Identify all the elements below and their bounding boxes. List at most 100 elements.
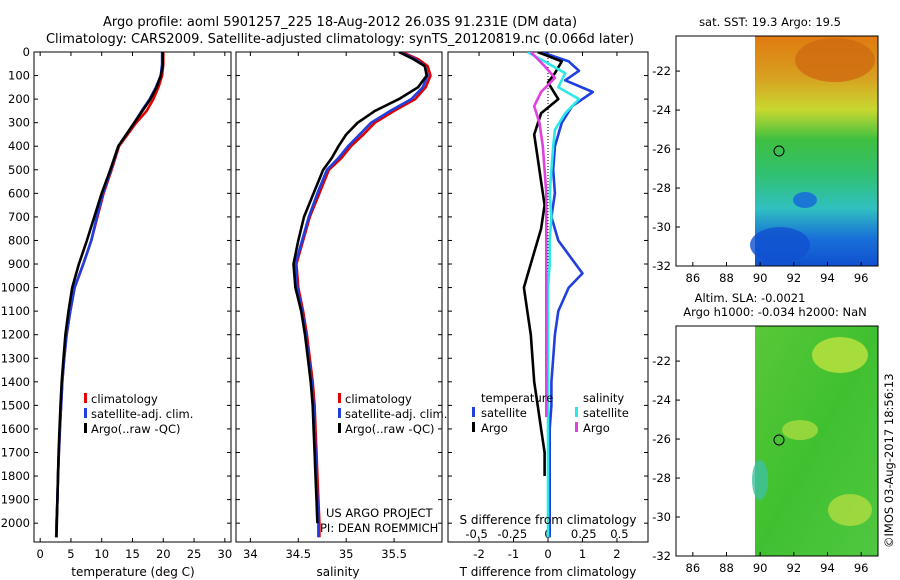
y-tick-label: 1000 [1, 281, 30, 295]
salinity-panel-frame [235, 51, 443, 543]
difference-panel: -2 -1 0 1 2-0.5 -0.25 0 0.25 0.5 [448, 51, 648, 561]
series-line-argo-raw-qc- [55, 52, 164, 538]
map-y-tick-label: -32 [652, 259, 671, 273]
y-tick-label: 800 [8, 233, 30, 247]
legend-swatch-satellite-adj [84, 408, 87, 418]
figure-title-line1: Argo profile: aoml 5901257_225 18-Aug-20… [103, 15, 577, 30]
y-tick-label: 500 [8, 163, 30, 177]
sst-map-frame [675, 35, 879, 267]
y-tick-label: 700 [8, 210, 30, 224]
sla-map-title-line1: Altim. SLA: -0.0021 [695, 291, 806, 305]
x-tick-label: 20 [156, 547, 171, 561]
copyright-stamp: ©IMOS 03-Aug-2017 18:56:13 [882, 373, 896, 548]
legend-label-temp-satellite: satellite [481, 406, 527, 420]
project-annotation-line2: PI: DEAN ROEMMICH [320, 521, 438, 535]
map-x-tick-label: 90 [753, 271, 768, 285]
x-tick-label: 34 [243, 547, 258, 561]
series-group [522, 52, 595, 538]
legend-label-temp-argo: Argo [481, 421, 508, 435]
map-y-tick-label: -26 [652, 142, 671, 156]
sst-map-argo-marker [773, 145, 785, 157]
x-tick-label: 35 [339, 547, 354, 561]
sst-map-cold-blob [750, 227, 810, 263]
legend-label-argo: Argo(..raw -QC) [345, 422, 435, 436]
x-tick-label: 5 [67, 547, 74, 561]
x-tick-label: 30 [218, 547, 233, 561]
top-x-tick-label: 0.25 [571, 527, 597, 541]
legend-label-satellite-adj: satellite-adj. clim. [91, 407, 193, 421]
sla-map-frame [675, 325, 879, 557]
top-x-tick-label: 0.5 [610, 527, 628, 541]
y-tick-label: 300 [8, 116, 30, 130]
y-tick-label: 1700 [1, 445, 30, 459]
project-annotation-line1: US ARGO PROJECT [326, 506, 434, 520]
series-line-temperature-argo [522, 52, 564, 476]
map-x-tick-label: 88 [719, 271, 734, 285]
x-tick-label: 15 [125, 547, 140, 561]
difference-legend: temperature satellite Argo salinity sate… [472, 391, 629, 435]
map-y-tick-label: -26 [652, 432, 671, 446]
map-y-tick-label: -22 [652, 354, 671, 368]
legend-swatch-sal-satellite [575, 407, 578, 417]
map-y-tick-label: -30 [652, 510, 671, 524]
sla-map-axes: 86 88 90 92 94 96 -22 -24 -26 -28 -30 -32 [652, 354, 868, 575]
legend-swatch-climatology [84, 393, 87, 403]
salinity-panel: 34 34.5 35 35.5 [236, 51, 442, 561]
map-x-tick-label: 92 [787, 271, 802, 285]
sst-map-warm-blob [795, 38, 875, 82]
y-tick-label: 900 [8, 257, 30, 271]
map-x-tick-label: 88 [719, 561, 734, 575]
map-x-tick-label: 86 [686, 271, 701, 285]
difference-top-label: S difference from climatology [460, 513, 637, 527]
x-tick-label: 2 [613, 547, 620, 561]
legend-label-argo: Argo(..raw -QC) [91, 422, 181, 436]
sla-map-high-patch [812, 337, 868, 373]
map-y-tick-label: -24 [652, 393, 671, 407]
legend-label-satellite-adj: satellite-adj. clim. [345, 407, 447, 421]
sst-map [675, 35, 879, 267]
sst-map-cool-patch [793, 192, 817, 208]
top-x-tick-label: -0.25 [497, 527, 527, 541]
legend-label-climatology: climatology [91, 392, 158, 406]
map-y-tick-label: -28 [652, 471, 671, 485]
y-tick-label: 200 [8, 92, 30, 106]
difference-xlabel: T difference from climatology [459, 565, 637, 579]
figure-title-line2: Climatology: CARS2009. Satellite-adjuste… [46, 32, 634, 47]
map-x-tick-label: 94 [820, 271, 835, 285]
y-tick-label: 400 [8, 139, 30, 153]
legend-swatch-argo [338, 423, 341, 433]
salinity-xlabel: salinity [316, 565, 359, 579]
x-tick-label: 1 [579, 547, 586, 561]
x-tick-label: 0 [36, 547, 43, 561]
sla-map-title-line2: Argo h1000: -0.034 h2000: NaN [683, 305, 867, 319]
map-x-tick-label: 86 [686, 561, 701, 575]
legend-swatch-satellite-adj [338, 408, 341, 418]
map-x-tick-label: 96 [854, 271, 869, 285]
sst-map-axes: 86 88 90 92 94 96 -22 -24 -26 -28 -30 -32 [652, 64, 868, 285]
series-group [54, 52, 165, 538]
y-tick-label: 1100 [1, 304, 30, 318]
y-tick-label: 1200 [1, 328, 30, 342]
x-tick-label: 10 [94, 547, 109, 561]
legend-swatch-climatology [338, 393, 341, 403]
legend-label-sal-satellite: satellite [583, 406, 629, 420]
map-x-tick-label: 96 [854, 561, 869, 575]
map-y-tick-label: -24 [652, 103, 671, 117]
map-x-tick-label: 90 [753, 561, 768, 575]
y-tick-label: 1900 [1, 493, 30, 507]
legend-title-salinity: salinity [583, 391, 624, 405]
x-tick-label: -2 [473, 547, 484, 561]
sla-map-high-patch [828, 494, 872, 526]
legend-swatch-sal-argo [575, 422, 578, 432]
series-line-argo-raw-qc- [292, 52, 429, 524]
map-x-tick-label: 94 [820, 561, 835, 575]
map-y-tick-label: -30 [652, 220, 671, 234]
temperature-xlabel: temperature (deg C) [71, 565, 194, 579]
sla-map-low-patch [752, 460, 768, 500]
sla-map-high-patch [782, 420, 818, 440]
map-y-tick-label: -32 [652, 549, 671, 563]
map-y-tick-label: -28 [652, 181, 671, 195]
series-line-salinity-satellite [526, 52, 581, 538]
temperature-panel: 0100200300400500600700800900100011001200… [1, 45, 232, 561]
